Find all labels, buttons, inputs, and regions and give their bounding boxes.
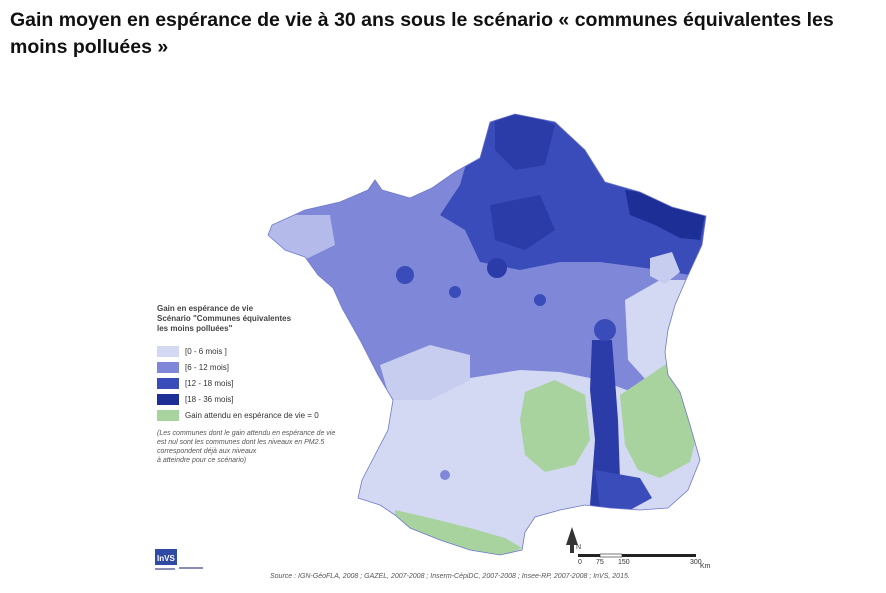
legend-item: [6 - 12 mois]	[157, 359, 397, 375]
region-dark-marseille	[595, 470, 652, 510]
region-dark-spot	[487, 258, 507, 278]
legend-note-line: (Les communes dont le gain attendu en es…	[157, 430, 336, 437]
legend-note-line: correspondent déjà aux niveaux	[157, 448, 257, 455]
region-dark-paris	[490, 195, 555, 250]
scale-tick-75: 75	[596, 559, 604, 566]
region-darkest-north	[495, 114, 555, 170]
region-dark-north	[440, 114, 706, 275]
svg-text:N: N	[576, 544, 581, 551]
legend-label: [6 - 12 mois]	[185, 362, 230, 372]
region-green-pyrenees	[395, 510, 522, 555]
legend-label: [0 - 6 mois ]	[185, 346, 227, 356]
legend-swatch	[157, 409, 179, 421]
region-dark-spot	[440, 470, 450, 480]
invs-logo: InVS	[155, 549, 203, 570]
legend-swatch	[157, 393, 179, 405]
legend-swatch	[157, 377, 179, 389]
legend-swatch	[157, 345, 179, 357]
region-dark-rhone	[590, 340, 620, 510]
legend-item: [0 - 6 mois ]	[157, 343, 397, 359]
legend-title-line: Scénario "Communes équivalentes	[157, 314, 292, 323]
north-arrow-icon: N	[566, 527, 581, 553]
region-light-bordeaux	[380, 345, 470, 400]
legend-item: Gain attendu en espérance de vie = 0	[157, 407, 397, 423]
legend-item: [12 - 18 mois]	[157, 375, 397, 391]
region-green-massif-central	[520, 380, 590, 472]
scale-unit: Km	[700, 563, 711, 570]
legend-label: [12 - 18 mois]	[185, 378, 234, 388]
source-line: Source : IGN-GéoFLA, 2008 ; GAZEL, 2007-…	[270, 573, 630, 580]
scale-tick-300: 300	[690, 559, 702, 566]
map-legend: Gain en espérance de vie Scénario "Commu…	[157, 304, 397, 423]
scale-bar: 0 75 150 300 Km	[578, 553, 711, 570]
region-dark-spot	[534, 294, 546, 306]
legend-title-line: Gain en espérance de vie	[157, 304, 254, 313]
scale-tick-0: 0	[578, 559, 582, 566]
legend-note-line: à atteindre pour ce scénario)	[157, 457, 247, 464]
legend-title-line: les moins polluées"	[157, 324, 233, 333]
legend-label: [18 - 36 mois]	[185, 394, 234, 404]
region-dark-spot	[594, 319, 616, 341]
logo-text: InVS	[157, 554, 175, 563]
scale-tick-150: 150	[618, 559, 630, 566]
legend-item: [18 - 36 mois]	[157, 391, 397, 407]
page-title: Gain moyen en espérance de vie à 30 ans …	[10, 9, 834, 58]
france-outline	[267, 113, 707, 556]
legend-note: (Les communes dont le gain attendu en es…	[157, 429, 387, 465]
region-darkest-lorraine	[625, 190, 705, 240]
legend-swatch	[157, 361, 179, 373]
legend-note-line: est nul sont les communes dont les nivea…	[157, 439, 325, 446]
region-green-jura	[650, 252, 680, 284]
region-dark-spot	[396, 266, 414, 284]
legend-label: Gain attendu en espérance de vie = 0	[185, 410, 319, 420]
region-dark-spot	[449, 286, 461, 298]
